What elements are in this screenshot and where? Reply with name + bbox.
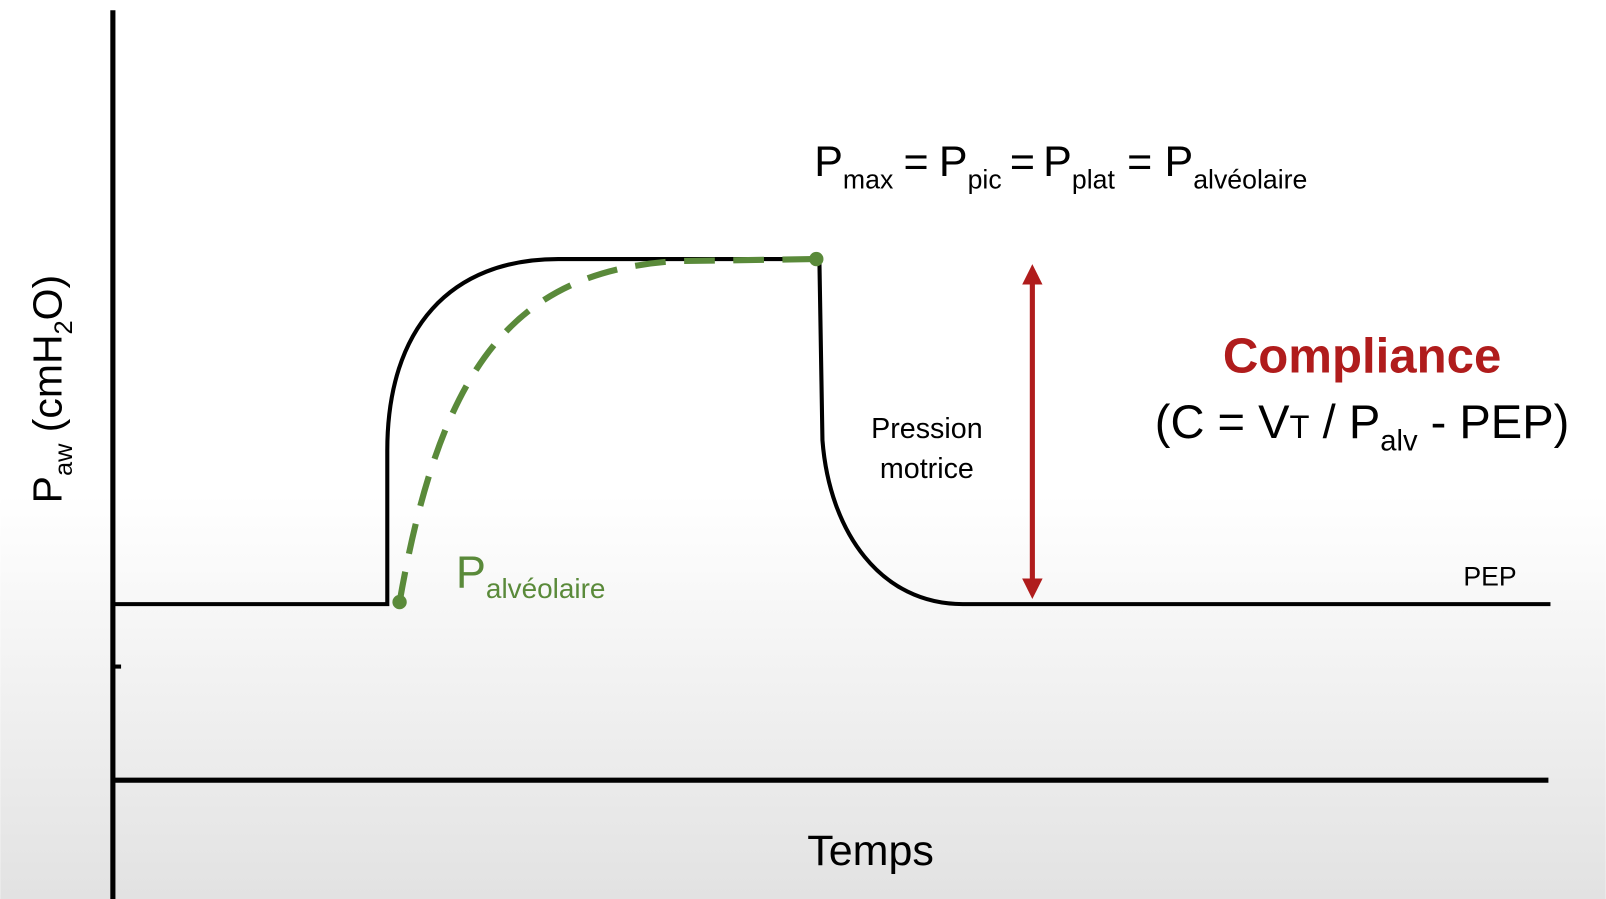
label-part: P: [25, 476, 71, 503]
term: P: [1043, 138, 1072, 186]
curve-point: [392, 594, 407, 610]
alveolar-label: Palvéolaire: [456, 547, 606, 604]
eq-sub: T: [1290, 408, 1310, 445]
separator: =: [1010, 138, 1035, 186]
term: P: [814, 138, 843, 186]
eq-part: - PEP): [1418, 395, 1570, 448]
label-part: (cmH: [25, 334, 71, 443]
label-sub: aw: [50, 443, 78, 476]
label-sub: 2: [50, 320, 78, 334]
label-part: P: [456, 547, 486, 598]
term: P: [939, 138, 968, 186]
x-axis-label: Temps: [807, 827, 934, 875]
driving-pressure-label: motrice: [880, 453, 974, 485]
separator: =: [904, 138, 929, 186]
compliance-title: Compliance: [1223, 330, 1501, 384]
eq-part: (C = V: [1155, 395, 1290, 448]
separator: =: [1127, 138, 1152, 186]
eq-sub: alv: [1380, 426, 1418, 458]
y-axis-label: Paw (cmH2O): [25, 275, 78, 504]
driving-pressure-label: Pression: [871, 413, 983, 445]
term-sub: pic: [968, 164, 1002, 194]
pressure-formula: Pmax = Ppic = Pplat = Palvéolaire: [814, 138, 1307, 194]
curve-point: [809, 251, 824, 267]
compliance-equation: (C = VT / Palv - PEP): [1155, 395, 1570, 457]
eq-part: / P: [1310, 395, 1381, 448]
label-part: O): [25, 275, 71, 320]
term-sub: max: [843, 164, 894, 194]
term-sub: alvéolaire: [1193, 164, 1307, 194]
peep-label: PEP: [1463, 562, 1516, 592]
term-sub: plat: [1072, 164, 1116, 194]
term: P: [1165, 138, 1194, 186]
label-sub: alvéolaire: [486, 573, 606, 604]
